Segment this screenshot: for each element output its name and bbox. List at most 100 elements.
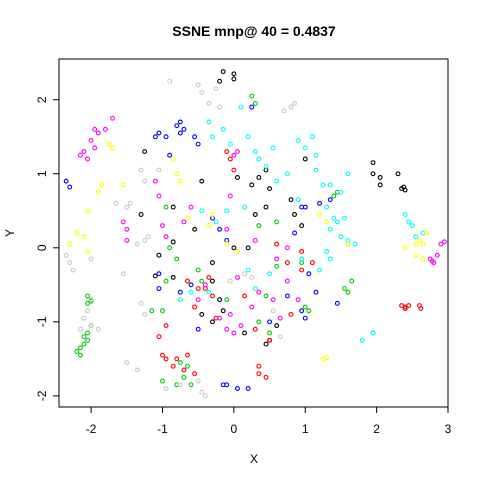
data-point [195, 297, 201, 303]
data-point [67, 260, 73, 266]
data-point [199, 178, 205, 184]
data-point [342, 215, 347, 221]
data-point [234, 249, 240, 254]
data-point [195, 326, 201, 332]
data-point [224, 382, 230, 388]
data-point [324, 219, 330, 225]
data-point [99, 182, 105, 188]
data-point [281, 108, 287, 114]
data-point [306, 308, 312, 314]
data-point [317, 267, 322, 273]
data-point [267, 337, 273, 343]
data-point [85, 337, 91, 343]
data-point [370, 330, 376, 336]
data-point [274, 263, 280, 269]
data-point [402, 306, 408, 311]
data-point [181, 219, 187, 225]
data-point [145, 234, 151, 240]
data-point [70, 267, 76, 273]
data-point [181, 374, 187, 380]
data-point [302, 304, 308, 310]
data-point [188, 282, 194, 288]
data-point [224, 226, 230, 232]
data-point [327, 182, 333, 188]
data-point [81, 149, 87, 155]
data-point [274, 241, 280, 247]
data-point [302, 315, 308, 321]
data-point [377, 182, 383, 188]
data-point [188, 204, 194, 210]
data-point [95, 189, 101, 195]
data-point [327, 226, 333, 232]
data-point [242, 293, 248, 299]
data-point [95, 130, 101, 136]
data-point [63, 252, 69, 258]
data-point [85, 293, 91, 299]
data-point [206, 100, 212, 106]
data-point [413, 234, 419, 240]
data-point [359, 337, 365, 343]
data-point [220, 126, 226, 132]
data-point [284, 171, 290, 177]
data-point [163, 386, 169, 391]
data-point [277, 315, 283, 321]
x-axis-label: X [250, 452, 258, 466]
data-point [338, 234, 344, 240]
data-point [195, 141, 201, 147]
data-point [288, 104, 294, 110]
data-point [124, 237, 130, 243]
data-point [238, 104, 244, 110]
data-point [292, 230, 297, 236]
data-point [313, 167, 319, 173]
data-point [242, 204, 248, 210]
data-point [302, 204, 308, 210]
data-point [192, 226, 198, 232]
data-point [324, 354, 330, 360]
y-tick-label: -1 [35, 316, 49, 327]
data-point [342, 286, 347, 291]
data-point [267, 186, 273, 192]
data-point [220, 308, 226, 314]
data-point [106, 141, 112, 147]
data-point [188, 289, 194, 295]
data-point [284, 278, 290, 284]
data-point [217, 315, 223, 321]
data-point [418, 306, 424, 311]
data-point [85, 208, 91, 214]
data-point [152, 273, 158, 279]
data-point [267, 319, 273, 325]
data-point [292, 100, 297, 106]
data-point [245, 134, 251, 140]
data-point [185, 278, 190, 284]
data-point [206, 289, 212, 295]
data-point [295, 297, 301, 303]
x-tick-label: 0 [231, 422, 238, 436]
data-point [284, 260, 290, 266]
data-point [177, 360, 183, 366]
data-point [309, 260, 315, 266]
data-point [245, 386, 251, 391]
data-point [85, 249, 91, 254]
data-point [95, 326, 101, 332]
data-point [210, 278, 215, 284]
data-point [163, 356, 169, 362]
data-point [199, 208, 205, 214]
data-point [256, 289, 262, 295]
data-point [263, 293, 269, 299]
data-point [170, 363, 176, 369]
data-point [401, 184, 407, 190]
data-point [249, 304, 255, 310]
data-point [317, 212, 322, 217]
data-point [210, 260, 215, 266]
data-point [177, 289, 183, 295]
data-point [135, 241, 140, 247]
data-point [402, 245, 408, 251]
data-point [420, 256, 426, 262]
data-point [92, 145, 98, 151]
data-point [256, 319, 262, 325]
data-point [227, 278, 233, 284]
data-point [174, 171, 180, 177]
data-point [77, 152, 83, 158]
data-point [413, 241, 419, 247]
